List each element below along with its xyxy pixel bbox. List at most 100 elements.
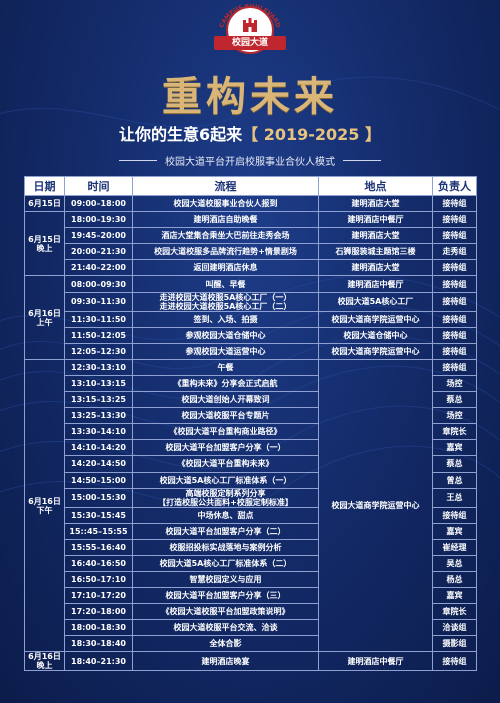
- time-cell: 13:25–13:30: [64, 407, 133, 425]
- owner-cell: 蔡总: [432, 455, 477, 473]
- table-row: 6月16日 下午 12:30–13:10 午餐 校园大道商学院运营中心 接待组: [24, 358, 477, 653]
- process-line: 校园大道5A核心工厂标准体系（二）: [159, 558, 292, 568]
- time-cell: 20:00–21:30: [64, 243, 133, 261]
- owner-cell: 接待组: [432, 651, 477, 672]
- process-line: 【打造校服公共面料+校服定制标准】: [158, 497, 293, 507]
- location-cell: 校园大道商学院运营中心: [318, 310, 433, 328]
- date-cell: 6月16日 下午: [24, 358, 65, 653]
- process-line: 走进校园大道校服5A核心工厂（二）: [159, 301, 292, 311]
- time-cell: 15:30–15:45: [64, 506, 133, 524]
- time-cell: 15::45–15:55: [64, 522, 133, 540]
- date-line: 上午: [36, 317, 53, 327]
- process-line: 全体合影: [209, 639, 242, 649]
- process-cell: 校园大道平台加盟客户分享（一）: [132, 439, 319, 457]
- owner-cell: 嘉宾: [432, 439, 477, 457]
- time-cell: 21:40–22:00: [64, 259, 133, 277]
- owner-cell: 接待组: [432, 506, 477, 524]
- owner-cell: 接待组: [432, 342, 477, 360]
- process-cell: 建明酒店晚宴: [132, 651, 319, 672]
- header-date: 日期: [24, 176, 65, 196]
- table-row: 18:30–18:40 全体合影 摄影组: [25, 635, 477, 653]
- time-cell: 13:30–14:10: [64, 423, 133, 441]
- table-row: 20:00–21:30 校园大道校服多品牌流行趋势+情景剧场 石狮服装城主题馆三楼走…: [25, 243, 477, 261]
- process-line: 参观校园大道运营中心: [185, 346, 266, 356]
- location-cell: 校园大道商学院运营中心: [318, 342, 433, 360]
- schedule-table: 日期 时间 流程 地点 负责人 6月15日 09:00–18:00 校园大道校服事业…: [24, 176, 477, 672]
- time-cell: 11:30–11:50: [64, 310, 133, 328]
- owner-cell: 洽谈组: [432, 619, 477, 637]
- owner-cell: 曾总: [432, 471, 477, 489]
- table-row: 13:30–14:10 《校园大道平台重构商业路径》 章院长: [25, 423, 477, 441]
- process-cell: 校园大道校服多品牌流行趋势+情景剧场: [132, 243, 319, 261]
- table-row: 6月15日 09:00–18:00 校园大道校服事业合伙人报到 建明酒店大堂 接待组: [24, 194, 477, 213]
- process-cell: 叫醒、早餐: [132, 275, 319, 293]
- header-time: 时间: [64, 176, 133, 196]
- process-cell: 高端校服定制系列分享 【打造校服公共面料+校服定制标准】: [132, 487, 319, 508]
- campus-boulevard-logo: CAMPUS BOULEVARD 校园大道: [212, 4, 288, 62]
- header-location: 地点: [318, 176, 433, 196]
- date-line: 6月15日: [28, 199, 61, 209]
- table-row: 15::45–15:55 校园大道平台加盟客户分享（二） 嘉宾: [25, 522, 477, 540]
- table-row: 09:30–11:30 走进校园大道校服5A核心工厂（一） 走进校园大道校服5A核心…: [25, 291, 477, 312]
- table-row: 13:10–13:15 《重构未来》分享会正式启航 场控: [25, 374, 477, 393]
- process-line: 建明酒店晚宴: [201, 656, 250, 666]
- header-owner: 负责人: [432, 176, 477, 196]
- header-process: 流程: [132, 176, 319, 196]
- process-cell: 参观校园大道运营中心: [132, 342, 319, 360]
- owner-cell: 接待组: [432, 310, 477, 328]
- process-line: 午餐: [217, 362, 234, 372]
- process-line: 参观校园大道仓储中心: [185, 330, 266, 340]
- tagline-row: 校园大道平台开启校服事业合伙人模式: [0, 153, 500, 168]
- time-cell: 12:05–12:30: [64, 342, 133, 360]
- time-cell: 09:30–11:30: [64, 291, 133, 312]
- process-line: 《重构未来》分享会正式启航: [173, 378, 278, 388]
- time-cell: 18:30–18:40: [64, 635, 133, 653]
- page-title: 重构未来: [162, 73, 338, 120]
- table-row: 15:30–15:45 中场休息、甜点 接待组: [25, 506, 477, 524]
- process-line: 《校园大道平台重构商业路径》: [169, 427, 282, 437]
- location-cell: 建明酒店中餐厅: [318, 651, 433, 672]
- process-cell: 签到、入场、拍摄: [132, 310, 319, 328]
- table-row: 12:05–12:30 参观校园大道运营中心 校园大道商学院运营中心 接待组: [25, 342, 477, 360]
- time-cell: 16:40–16:50: [64, 554, 133, 572]
- owner-cell: 接待组: [432, 211, 477, 229]
- owner-cell: 接待组: [432, 358, 477, 376]
- owner-cell: 章院长: [432, 423, 477, 441]
- logo-band-text: 校园大道: [214, 36, 286, 50]
- process-line: 校园大道校服平台专题片: [181, 411, 270, 421]
- time-cell: 14:20–14:50: [64, 455, 133, 473]
- owner-cell: 场控: [432, 407, 477, 425]
- table-row: 19:45–20:00 酒店大堂集合乘坐大巴前往走秀会场 建明酒店大堂 接待组: [25, 227, 477, 245]
- time-cell: 18:00–18:30: [64, 619, 133, 637]
- date-line: 晚上: [36, 243, 53, 253]
- process-cell: 全体合影: [132, 635, 319, 653]
- process-line: 《校园大道平台重构未来》: [177, 459, 274, 469]
- process-cell: 校园大道5A核心工厂标准体系（一）: [132, 471, 319, 489]
- process-cell: 午餐: [132, 358, 319, 376]
- time-cell: 13:15–13:25: [64, 391, 133, 409]
- table-row: 11:50–12:05 参观校园大道仓储中心 校园大道仓储中心 接待组: [25, 326, 477, 344]
- process-cell: 校服招投标实战落地与案例分析: [132, 538, 319, 556]
- process-line: 返回建明酒店休息: [193, 263, 258, 273]
- owner-cell: 吴总: [432, 554, 477, 572]
- process-line: 建明酒店自助晚餐: [193, 215, 258, 225]
- time-cell: 18:40–21:30: [64, 651, 133, 672]
- owner-cell: 嘉宾: [432, 587, 477, 605]
- process-cell: 酒店大堂集合乘坐大巴前往走秀会场: [132, 227, 319, 245]
- process-line: 校园大道平台加盟客户分享（一）: [165, 443, 286, 453]
- process-line: 校园大道平台加盟客户分享（三）: [165, 591, 286, 601]
- process-line: 校园大道创始人开幕致词: [181, 395, 270, 405]
- owner-cell: 王总: [432, 487, 477, 508]
- time-cell: 15:55–16:40: [64, 538, 133, 556]
- date-cell: 6月16日 上午: [24, 275, 65, 360]
- time-cell: 15:00–15:30: [64, 487, 133, 508]
- owner-cell: 走秀组: [432, 243, 477, 261]
- table-row: 14:10–14:20 校园大道平台加盟客户分享（一） 嘉宾: [25, 439, 477, 457]
- schedule-body: 6月15日 09:00–18:00 校园大道校服事业合伙人报到 建明酒店大堂 接待组 6月…: [24, 194, 477, 672]
- table-row: 11:30–11:50 签到、入场、拍摄 校园大道商学院运营中心 接待组: [25, 310, 477, 328]
- time-cell: 14:10–14:20: [64, 439, 133, 457]
- process-line: 校园大道校服事业合伙人报到: [173, 199, 278, 209]
- time-cell: 14:50–15:00: [64, 471, 133, 489]
- divider-right: [343, 159, 381, 161]
- time-cell: 17:10–17:20: [64, 587, 133, 605]
